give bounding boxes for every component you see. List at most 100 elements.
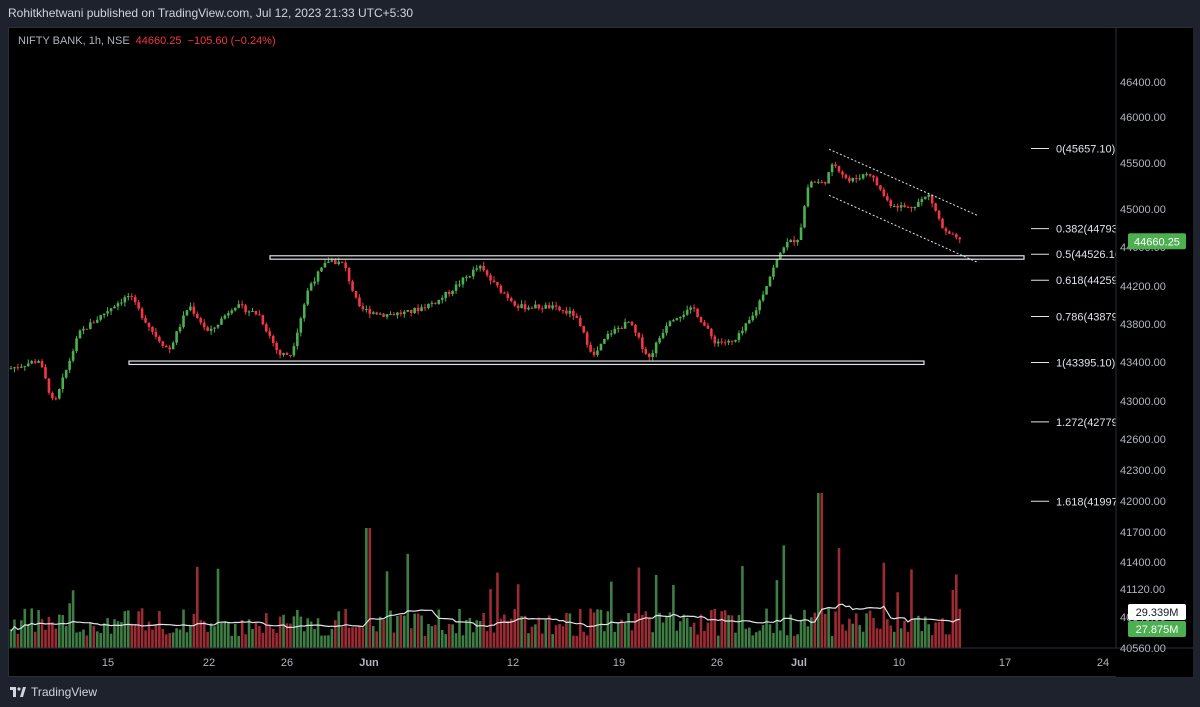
volume-bar: [851, 623, 855, 648]
price-tick-label: 46400.00: [1120, 77, 1166, 89]
volume-bar: [772, 632, 775, 648]
volume-bar: [344, 608, 347, 648]
candle-body: [472, 269, 475, 277]
candle-body: [723, 342, 727, 344]
volume-bar: [175, 628, 178, 648]
volume-bar: [337, 611, 341, 648]
candle-body: [572, 310, 575, 316]
candle-body: [854, 177, 858, 179]
candle-body: [603, 339, 606, 344]
volume-bar: [534, 624, 537, 648]
candle-body: [389, 313, 392, 315]
candle-body: [661, 332, 665, 339]
candle-body: [127, 295, 130, 298]
candle-body: [675, 318, 679, 321]
volume-bar: [216, 568, 220, 648]
volume-bar: [82, 629, 85, 648]
candle-body: [202, 322, 206, 328]
candle-body: [385, 314, 389, 317]
price-axis-bg: [1116, 28, 1193, 678]
volume-bar: [944, 634, 948, 648]
time-tick-label: 24: [1097, 657, 1109, 669]
time-tick-label: 17: [999, 657, 1011, 669]
volume-bar: [106, 618, 109, 648]
candle-body: [665, 326, 668, 333]
price-tick-label: 46000.00: [1120, 112, 1166, 124]
chart-panel[interactable]: NIFTY BANK, 1h, NSE 44660.25 −105.60 (−0.2…: [8, 27, 1193, 678]
candle-body: [423, 307, 427, 309]
volume-bar: [20, 620, 23, 648]
volume-bar: [830, 635, 834, 648]
candle-body: [889, 200, 893, 207]
volume-bar: [723, 610, 727, 648]
candle-body: [327, 261, 330, 263]
volume-bar: [882, 562, 886, 648]
candle-body: [692, 307, 696, 309]
candle-body: [841, 171, 844, 175]
candle-body: [140, 308, 144, 318]
candle-body: [30, 361, 33, 364]
symbol-change: −105.60 (−0.24%): [187, 35, 276, 47]
candle-body: [406, 309, 410, 312]
candle-body: [154, 331, 158, 337]
volume-bar: [85, 635, 89, 648]
volume-bar: [334, 620, 337, 648]
volume-bar: [147, 621, 151, 648]
candle-body: [223, 315, 227, 319]
candle-body: [668, 321, 672, 327]
volume-bar: [223, 621, 227, 648]
price-tick-label: 40560.00: [1120, 643, 1166, 655]
candle-body: [658, 338, 661, 343]
price-chart[interactable]: 0(45657.10) 0.382(44793.0 0.5(44526.10) 0.6…: [9, 28, 1193, 678]
volume-bar: [506, 620, 510, 648]
candle-body: [99, 315, 102, 320]
volume-bar: [427, 623, 430, 648]
volume-bar: [789, 614, 792, 648]
channel-upper: [828, 148, 979, 217]
candle-body: [158, 336, 161, 342]
candle-body: [206, 327, 209, 331]
volume-bar: [703, 630, 706, 648]
price-tick-label: 44200.00: [1120, 281, 1166, 293]
volume-bar: [685, 617, 689, 648]
candle-body: [354, 290, 358, 298]
candle-body: [865, 174, 868, 176]
volume-bar: [699, 614, 703, 648]
candle-body: [789, 239, 792, 243]
volume-bar: [917, 615, 920, 648]
volume-bar: [213, 626, 216, 648]
volume-bar: [875, 628, 879, 648]
fib-label-1.618: 1.618(41997.2: [1056, 496, 1127, 508]
candle-body: [616, 328, 620, 330]
volume-bar: [340, 626, 344, 648]
volume-bar: [813, 612, 817, 648]
candle-body: [365, 309, 368, 311]
volume-bar: [137, 611, 140, 648]
volume-bar: [251, 629, 254, 648]
candle-body: [51, 392, 54, 399]
volume-bar: [741, 566, 744, 648]
volume-bar: [651, 632, 654, 648]
volume-bar: [151, 629, 154, 648]
candle-body: [896, 205, 899, 208]
tradingview-brand[interactable]: TradingView: [10, 685, 97, 699]
volume-bar: [78, 631, 82, 648]
volume-bar: [130, 623, 134, 648]
candle-body: [682, 314, 686, 318]
volume-bar: [244, 634, 247, 648]
candle-body: [440, 298, 444, 300]
candle-body: [302, 304, 306, 319]
volume-bar: [403, 615, 406, 648]
volume-bar: [220, 623, 223, 648]
candle-body: [92, 322, 96, 324]
volume-bar: [958, 608, 962, 648]
volume-bar: [282, 614, 285, 648]
candle-body: [848, 178, 851, 182]
volume-bar: [923, 616, 927, 648]
volume-bar: [178, 629, 182, 648]
candle-body: [261, 315, 265, 325]
candle-body: [361, 306, 365, 310]
price-tick-label: 45000.00: [1120, 204, 1166, 216]
volume-bar: [554, 625, 558, 648]
volume-bar: [489, 589, 492, 648]
